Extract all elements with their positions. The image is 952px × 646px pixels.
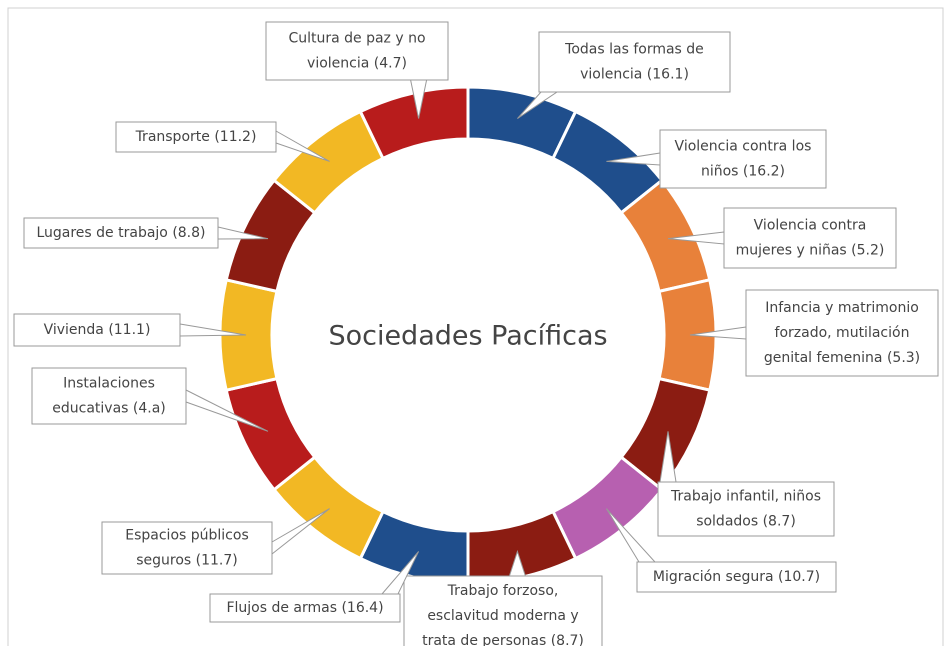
- label-box: [115, 121, 277, 153]
- segment-label: genital femenina (5.3): [764, 350, 920, 366]
- label-box: [636, 561, 837, 593]
- label-box: [31, 367, 187, 425]
- center-title: Sociedades Pacíficas: [328, 321, 607, 352]
- label-box: [659, 129, 827, 189]
- segment-label: Trabajo infantil, niños: [670, 489, 821, 505]
- segment-label: trata de personas (8.7): [422, 633, 584, 646]
- segment-label: Espacios públicos: [125, 528, 248, 544]
- segment-label: Violencia contra los: [675, 139, 812, 155]
- segment-label: Trabajo forzoso,: [447, 583, 559, 599]
- segment-label: Transporte (11.2): [135, 129, 257, 145]
- segment-label: Instalaciones: [63, 376, 155, 392]
- segment-label: Vivienda (11.1): [44, 322, 151, 338]
- segment-label: Todas las formas de: [564, 42, 704, 58]
- segment-label: educativas (4.a): [52, 401, 166, 417]
- label-box: [538, 31, 731, 93]
- label-box: [265, 21, 449, 81]
- segment-label: Lugares de trabajo (8.8): [36, 225, 205, 241]
- segment-label: soldados (8.7): [696, 514, 796, 530]
- callouts: Todas las formas de violencia (16.1) Viole…: [13, 21, 939, 646]
- segment-label: esclavitud moderna y: [427, 608, 578, 624]
- segment-label: seguros (11.7): [136, 553, 238, 569]
- segment-label: mujeres y niñas (5.2): [736, 243, 885, 259]
- label-box: [23, 217, 219, 249]
- segment-label: forzado, mutilación: [775, 325, 910, 341]
- segment-label: violencia (4.7): [307, 56, 407, 72]
- segment-label: Flujos de armas (16.4): [226, 600, 383, 616]
- segment-label: Migración segura (10.7): [653, 569, 820, 585]
- segment-label: niños (16.2): [701, 164, 785, 180]
- label-box: [657, 481, 835, 537]
- label-box: [101, 521, 273, 575]
- ring-segment: [358, 85, 470, 161]
- segment-label: Cultura de paz y no: [288, 31, 425, 47]
- segment-label: Infancia y matrimonio: [765, 300, 919, 316]
- segment-label: Violencia contra: [754, 218, 867, 234]
- label-box: [723, 207, 897, 269]
- label-box: [745, 289, 939, 377]
- label-box: [403, 575, 603, 646]
- frame: [7, 7, 944, 646]
- label-box: [13, 313, 181, 347]
- segment-label: violencia (16.1): [580, 67, 689, 83]
- label-box: [209, 593, 401, 623]
- ring: [218, 85, 718, 585]
